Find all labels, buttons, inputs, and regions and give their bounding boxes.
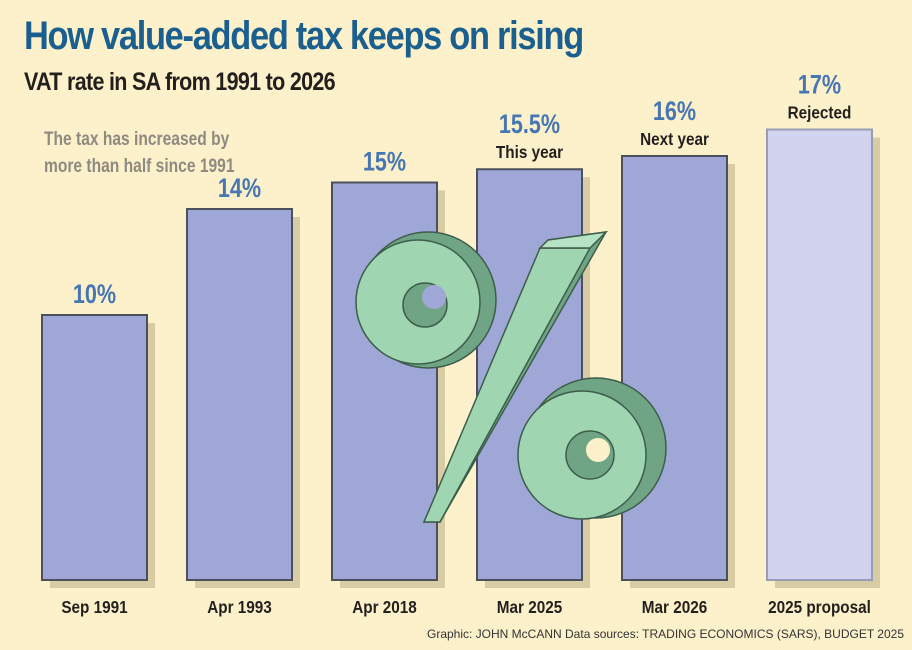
category-label: Apr 1993	[207, 597, 272, 617]
bar	[621, 155, 728, 581]
percent-slash-top-icon	[538, 230, 609, 249]
percent-ring-bottom-hole-bg-icon	[586, 438, 610, 462]
value-label: 15%	[363, 147, 406, 177]
category-label: 2025 proposal	[768, 597, 871, 617]
value-label: 17%	[798, 70, 841, 100]
chart-subtitle: VAT rate in SA from 1991 to 2026	[24, 68, 336, 96]
bar-note: Rejected	[788, 102, 852, 122]
bar	[766, 128, 873, 581]
chart-title: How value-added tax keeps on rising	[24, 14, 584, 58]
bar	[186, 208, 293, 581]
footer-credits: Graphic: JOHN McCANN Data sources: TRADI…	[427, 627, 904, 641]
category-label: Mar 2025	[497, 597, 562, 617]
value-label: 14%	[218, 174, 261, 204]
bar	[41, 314, 148, 581]
bar-note: Next year	[640, 129, 709, 149]
value-label: 15.5%	[499, 110, 560, 140]
category-label: Apr 2018	[352, 597, 417, 617]
value-label: 10%	[73, 280, 116, 310]
percent-ring-top-hole-bg-icon	[422, 285, 446, 309]
annotation-note: The tax has increased by more than half …	[44, 129, 235, 177]
category-label: Mar 2026	[642, 597, 707, 617]
category-label: Sep 1991	[61, 597, 127, 617]
value-label: 16%	[653, 97, 696, 127]
bar-note: This year	[496, 142, 564, 162]
